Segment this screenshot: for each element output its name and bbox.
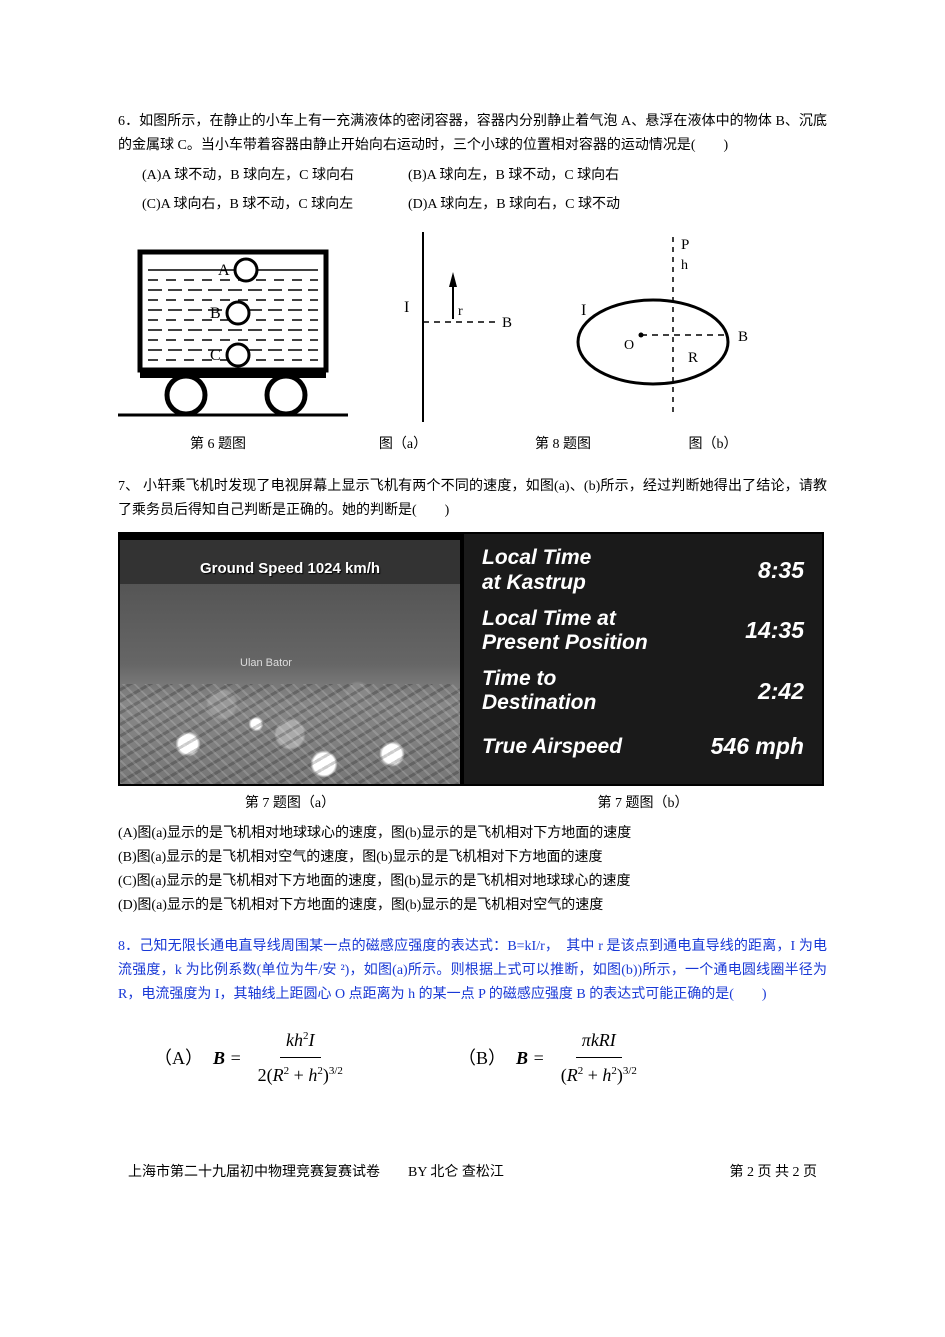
q6-text: 6．如图所示，在静止的小车上有一充满液体的密闭容器，容器内分别静止着气泡 A、悬…: [118, 110, 827, 158]
info-value-3: 546 mph: [711, 727, 804, 766]
question-7: 7、 小轩乘飞机时发现了电视屏幕上显示飞机有两个不同的速度，如图(a)、(b)所…: [118, 475, 827, 918]
info-row-1: Local Time atPresent Position 14:35: [482, 607, 804, 655]
q6-figure: A B C: [118, 242, 348, 431]
q8-number: 8．: [118, 939, 139, 954]
info-label-3: True Airspeed: [482, 735, 622, 759]
footer-right: 第 2 页 共 2 页: [730, 1161, 818, 1185]
q6-options-row1: (A)A 球不动，B 球向左，C 球向右 (B)A 球向左，B 球不动，C 球向…: [118, 164, 827, 188]
label-c: C: [210, 347, 221, 364]
label-O: O: [624, 338, 634, 353]
exam-page: 6．如图所示，在静止的小车上有一充满液体的密闭容器，容器内分别静止着气泡 A、悬…: [0, 0, 945, 1225]
formula-a-letter: （A）: [154, 1043, 203, 1074]
label-P: P: [681, 237, 689, 253]
info-value-2: 2:42: [758, 672, 804, 711]
info-row-3: True Airspeed 546 mph: [482, 727, 804, 766]
q6-caption: 第 6 题图: [118, 433, 318, 457]
screen-captions: 第 7 题图（a） 第 7 题图（b）: [118, 792, 827, 816]
q7-options: (A)图(a)显示的是飞机相对地球球心的速度，图(b)显示的是飞机相对下方地面的…: [118, 822, 827, 917]
formula-a-fraction: kh2I 2(R2 + h2)3/2: [252, 1025, 349, 1091]
q6-opt-b: (B)A 球向左，B 球不动，C 球向右: [408, 164, 728, 188]
formula-b-letter: （B）: [458, 1043, 506, 1074]
flight-screen-b: Local Timeat Kastrup 8:35 Local Time atP…: [462, 532, 824, 786]
q7-opt-c: (C)图(a)显示的是飞机相对下方地面的速度，图(b)显示的是飞机相对地球球心的…: [118, 870, 827, 894]
q7-opt-b: (B)图(a)显示的是飞机相对空气的速度，图(b)显示的是飞机相对下方地面的速度: [118, 846, 827, 870]
q7-number: 7、: [118, 479, 139, 494]
formula-b-num: πkRI: [576, 1025, 622, 1059]
q7-body: 小轩乘飞机时发现了电视屏幕上显示飞机有两个不同的速度，如图(a)、(b)所示，经…: [118, 479, 827, 518]
q6-q8-figures: A B C I r: [118, 227, 827, 431]
label-r: r: [458, 304, 463, 319]
q8-figure-a: I r B: [358, 227, 528, 431]
q6-opt-c: (C)A 球向右，B 球不动，C 球向左: [118, 193, 408, 217]
q8-fig-a-caption: 图（a）: [318, 433, 488, 457]
terrain-map: Ulan Bator: [120, 584, 460, 784]
info-row-0: Local Timeat Kastrup 8:35: [482, 546, 804, 594]
q7-caption-b: 第 7 题图（b）: [462, 792, 824, 816]
formula-a-num: kh2I: [280, 1025, 321, 1059]
q6-opt-a: (A)A 球不动，B 球向左，C 球向右: [118, 164, 408, 188]
info-label-1: Local Time atPresent Position: [482, 607, 648, 655]
formula-a-lhs: B =: [213, 1043, 242, 1074]
label-I: I: [404, 299, 409, 316]
flight-screen-a: Ground Speed 1024 km/h Ulan Bator: [118, 532, 462, 786]
info-value-0: 8:35: [758, 551, 804, 590]
q8-fig-b-caption: 图（b）: [638, 433, 788, 457]
q8-caption-left: 第 8 题图: [488, 433, 638, 457]
map-location: Ulan Bator: [240, 654, 292, 673]
label-B2: B: [738, 329, 748, 345]
q7-caption-a: 第 7 题图（a）: [118, 792, 462, 816]
q8-formulas: （A） B = kh2I 2(R2 + h2)3/2 （B） B = πkRI …: [118, 1025, 827, 1091]
info-row-2: Time toDestination 2:42: [482, 667, 804, 715]
formula-a: （A） B = kh2I 2(R2 + h2)3/2: [118, 1025, 438, 1091]
loop-diagram: P h I O R B: [538, 227, 768, 422]
q7-opt-d: (D)图(a)显示的是飞机相对下方地面的速度，图(b)显示的是飞机相对空气的速度: [118, 894, 827, 918]
label-B: B: [502, 315, 512, 331]
ground-speed-label: Ground Speed 1024 km/h: [120, 556, 460, 582]
q7-screens: Ground Speed 1024 km/h Ulan Bator Local …: [118, 532, 827, 786]
info-label-2: Time toDestination: [482, 667, 596, 715]
footer-left: 上海市第二十九届初中物理竞赛复赛试卷 BY 北仑 查松江: [128, 1161, 504, 1185]
q7-text: 7、 小轩乘飞机时发现了电视屏幕上显示飞机有两个不同的速度，如图(a)、(b)所…: [118, 475, 827, 523]
formula-b-den: (R2 + h2)3/2: [555, 1058, 643, 1091]
info-label-0: Local Timeat Kastrup: [482, 546, 591, 594]
wire-diagram: I r B: [358, 227, 528, 422]
info-value-1: 14:35: [745, 611, 804, 650]
q8-figure-b: P h I O R B: [538, 227, 768, 431]
cart-diagram: A B C: [118, 242, 348, 422]
q8-body: 己知无限长通电直导线周围某一点的磁感应强度的表达式：B=kI/r， 其中 r 是…: [118, 939, 827, 1002]
label-a: A: [218, 262, 230, 279]
page-footer: 上海市第二十九届初中物理竞赛复赛试卷 BY 北仑 查松江 第 2 页 共 2 页: [118, 1161, 827, 1185]
formula-a-den: 2(R2 + h2)3/2: [252, 1058, 349, 1091]
q6-number: 6．: [118, 114, 139, 129]
question-6: 6．如图所示，在静止的小车上有一充满液体的密闭容器，容器内分别静止着气泡 A、悬…: [118, 110, 827, 457]
formula-b: （B） B = πkRI (R2 + h2)3/2: [438, 1025, 758, 1091]
q6-body: 如图所示，在静止的小车上有一充满液体的密闭容器，容器内分别静止着气泡 A、悬浮在…: [118, 114, 827, 153]
question-8: 8．己知无限长通电直导线周围某一点的磁感应强度的表达式：B=kI/r， 其中 r…: [118, 935, 827, 1091]
q7-opt-a: (A)图(a)显示的是飞机相对地球球心的速度，图(b)显示的是飞机相对下方地面的…: [118, 822, 827, 846]
figure-captions-row: 第 6 题图 图（a） 第 8 题图 图（b）: [118, 433, 827, 457]
label-h: h: [681, 258, 688, 273]
label-R: R: [688, 350, 698, 366]
formula-b-lhs: B =: [516, 1043, 545, 1074]
q8-text: 8．己知无限长通电直导线周围某一点的磁感应强度的表达式：B=kI/r， 其中 r…: [118, 935, 827, 1006]
label-b: B: [210, 305, 221, 322]
formula-b-fraction: πkRI (R2 + h2)3/2: [555, 1025, 643, 1091]
q6-options-row2: (C)A 球向右，B 球不动，C 球向左 (D)A 球向左，B 球向右，C 球不…: [118, 193, 827, 217]
label-I2: I: [581, 302, 586, 319]
q6-opt-d: (D)A 球向左，B 球向右，C 球不动: [408, 193, 728, 217]
